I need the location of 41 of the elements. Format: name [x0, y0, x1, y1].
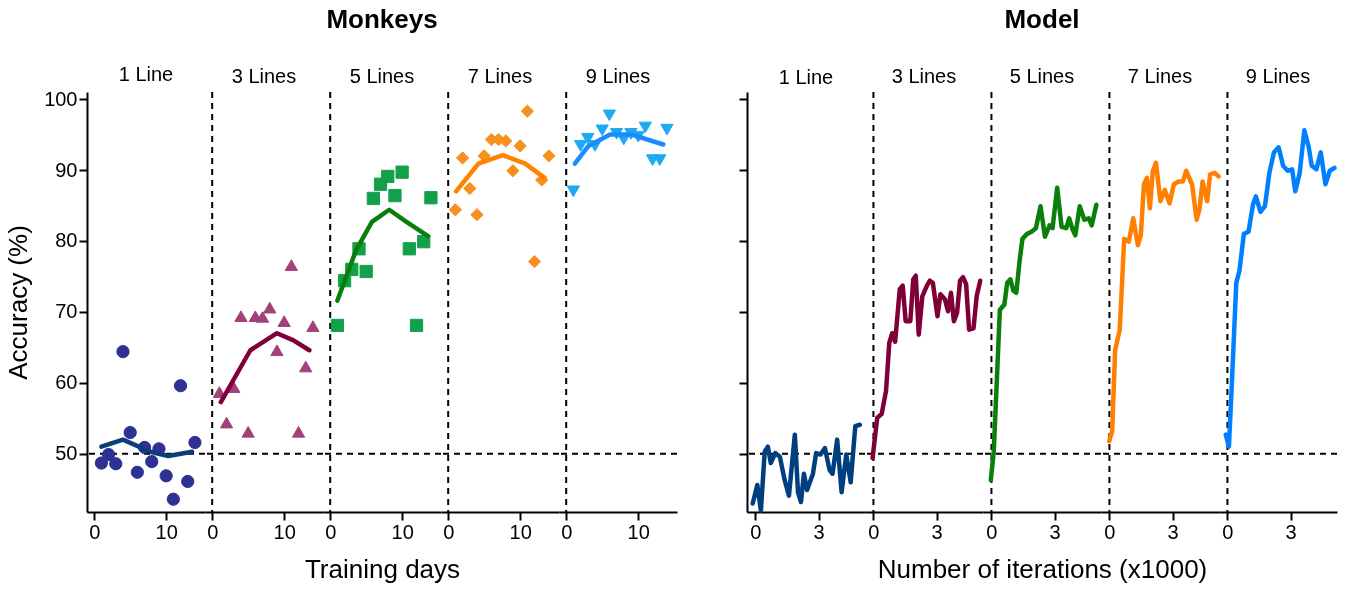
x-axis-title: Number of iterations (x1000)	[877, 553, 1208, 584]
chart-subtitle: 5 Lines	[349, 65, 415, 87]
x-tick-label: 0	[561, 520, 573, 543]
chart-subtitle: 9 Lines	[585, 65, 651, 87]
chart-subtitle: 7 Lines	[1127, 65, 1193, 87]
chart-subtitle: 9 Lines	[1245, 65, 1311, 87]
x-axis-title: Training days	[304, 553, 461, 584]
x-tick-label: 0	[868, 520, 880, 543]
x-tick-label: 0	[1222, 520, 1234, 543]
x-tick-label: 10	[509, 520, 532, 543]
x-tick-label: 0	[1104, 520, 1116, 543]
chart-subtitle: 7 Lines	[467, 65, 533, 87]
x-tick-label: 0	[986, 520, 998, 543]
x-tick-label: 10	[155, 520, 178, 543]
y-tick-label: 70	[55, 300, 78, 323]
x-tick-label: 0	[207, 520, 219, 543]
x-tick-label: 3	[1285, 520, 1297, 543]
y-tick-label: 60	[55, 371, 78, 394]
x-tick-label: 3	[1167, 520, 1179, 543]
x-tick-label: 0	[89, 520, 101, 543]
chart-subtitle: 3 Lines	[231, 65, 297, 87]
y-tick-label: 100	[44, 87, 78, 110]
chart-title: Model	[1004, 4, 1080, 34]
y-tick-label: 80	[55, 229, 78, 252]
y-tick-label: 90	[55, 158, 78, 181]
x-tick-label: 10	[627, 520, 650, 543]
x-tick-label: 10	[391, 520, 414, 543]
chart-subtitle: 1 Line	[778, 66, 834, 88]
y-tick-label: 50	[55, 442, 78, 465]
chart-subtitle: 5 Lines	[1009, 65, 1075, 87]
x-tick-label: 0	[443, 520, 455, 543]
chart-subtitle: 3 Lines	[891, 65, 957, 87]
x-tick-label: 0	[750, 520, 762, 543]
y-axis-title: Accuracy (%)	[3, 225, 34, 380]
x-tick-label: 3	[1049, 520, 1061, 543]
x-tick-label: 10	[273, 520, 296, 543]
chart-subtitle: 1 Line	[118, 63, 174, 86]
chart-title: Monkeys	[326, 4, 438, 34]
x-tick-label: 3	[813, 520, 825, 543]
x-tick-label: 0	[325, 520, 337, 543]
x-tick-label: 3	[931, 520, 943, 543]
